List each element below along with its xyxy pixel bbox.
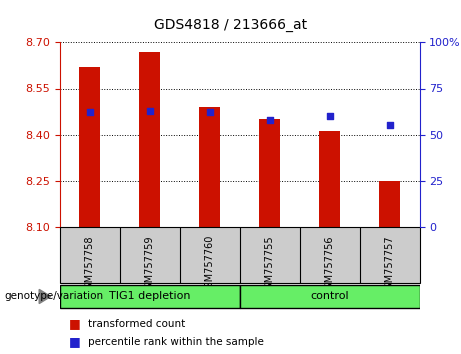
Bar: [79, 67, 100, 227]
Text: GSM757758: GSM757758: [85, 235, 95, 295]
Bar: [379, 181, 400, 227]
Point: [86, 110, 94, 115]
Text: GSM757756: GSM757756: [325, 235, 335, 295]
Polygon shape: [39, 290, 51, 304]
Bar: [139, 52, 160, 227]
Text: GSM757757: GSM757757: [384, 235, 395, 295]
Point: [386, 122, 393, 128]
Bar: [240, 285, 420, 308]
Text: genotype/variation: genotype/variation: [5, 291, 104, 302]
Text: transformed count: transformed count: [88, 319, 185, 329]
Text: GDS4818 / 213666_at: GDS4818 / 213666_at: [154, 18, 307, 32]
Point: [266, 117, 273, 122]
Point: [206, 110, 213, 115]
Text: GSM757755: GSM757755: [265, 235, 275, 295]
Bar: [199, 107, 220, 227]
Point: [146, 108, 154, 113]
Text: GSM757759: GSM757759: [145, 235, 155, 295]
Text: control: control: [310, 291, 349, 302]
Text: percentile rank within the sample: percentile rank within the sample: [88, 337, 264, 347]
Text: TIG1 depletion: TIG1 depletion: [109, 291, 190, 302]
Text: ■: ■: [69, 335, 81, 348]
Text: GSM757760: GSM757760: [205, 235, 215, 295]
Bar: [259, 119, 280, 227]
Point: [326, 113, 333, 119]
Bar: [60, 285, 240, 308]
Bar: [319, 131, 340, 227]
Text: ■: ■: [69, 318, 81, 330]
